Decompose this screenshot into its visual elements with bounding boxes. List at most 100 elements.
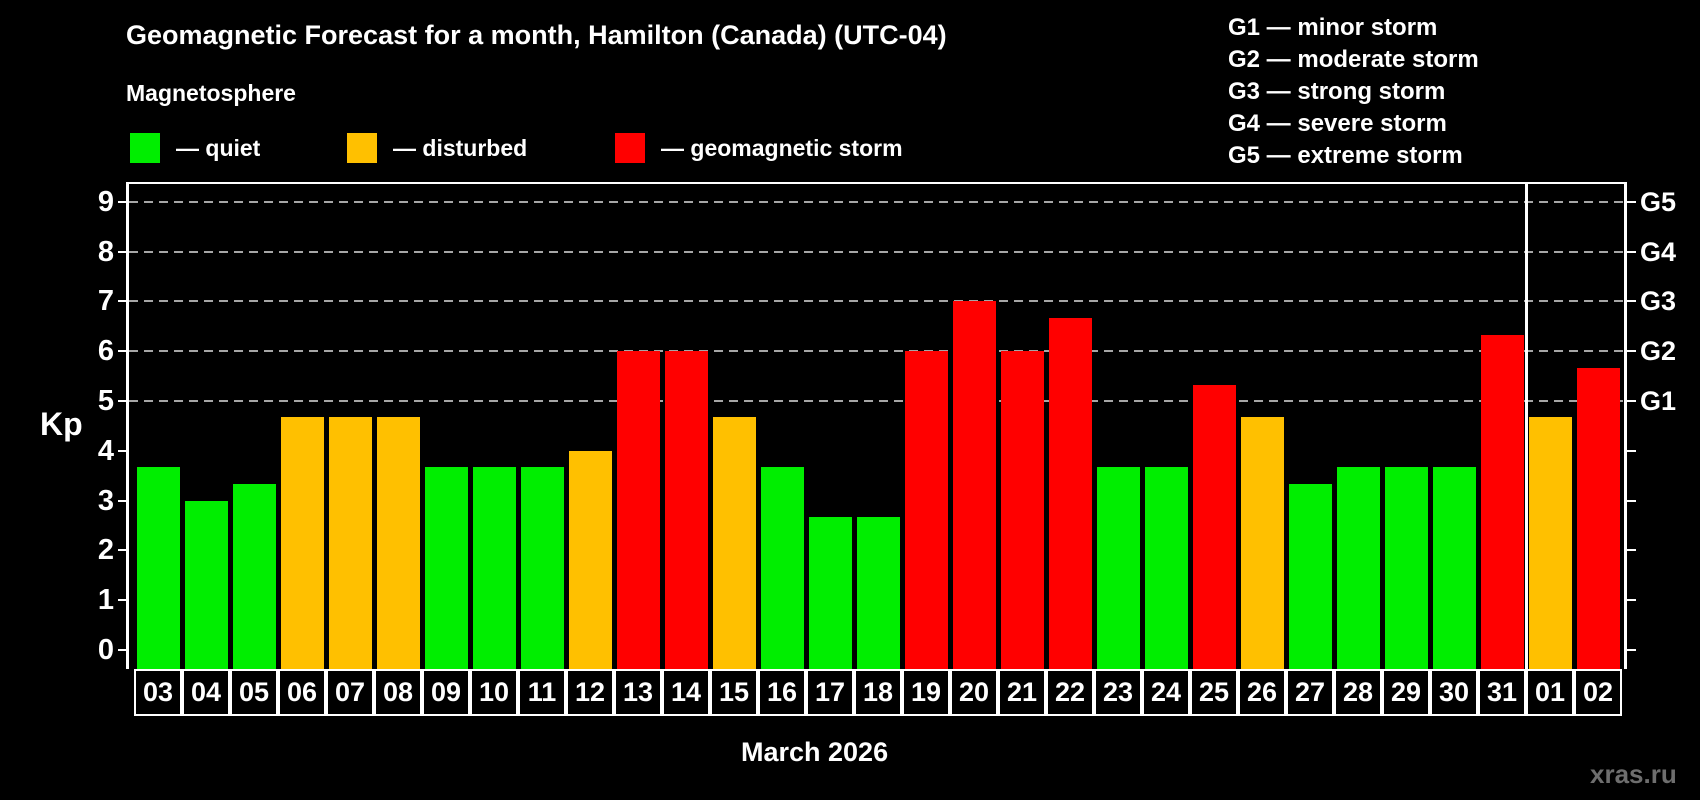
kp-bar-18	[857, 517, 900, 669]
y-tick-left-2	[118, 549, 126, 552]
day-label-13: 13	[614, 669, 662, 716]
legend-label-storm: — geomagnetic storm	[661, 135, 903, 161]
day-label-04: 04	[182, 669, 230, 716]
g3-legend-line: G3 — strong storm	[1228, 78, 1446, 105]
kp-bar-21	[1001, 351, 1044, 669]
day-label-25: 25	[1190, 669, 1238, 716]
y-tick-right-7	[1627, 300, 1636, 303]
gridline-kp-5	[129, 400, 1624, 402]
y-tick-label-0: 0	[97, 634, 114, 666]
gridline-kp-7	[129, 300, 1624, 303]
month-separator-line	[1525, 184, 1528, 669]
kp-bar-16	[761, 467, 804, 669]
kp-bar-14	[665, 351, 708, 669]
y-tick-label-8: 8	[97, 235, 114, 268]
y-tick-label-3: 3	[97, 484, 114, 517]
y-tick-label-1: 1	[97, 584, 114, 617]
y-tick-right-4	[1627, 449, 1636, 452]
gridline-kp-9	[129, 200, 1624, 203]
right-axis-label-g5: G5	[1640, 186, 1677, 217]
day-label-24: 24	[1142, 669, 1190, 716]
day-label-18: 18	[854, 669, 902, 716]
kp-bar-10	[473, 467, 516, 669]
kp-bar-15	[713, 417, 756, 669]
kp-bar-31	[1481, 334, 1524, 669]
y-tick-right-8	[1627, 250, 1636, 253]
x-axis-day-row: 03 04 05 06 07 08 09 10 11 12 13 14 15 16 17 18 19 20 21 22…	[129, 669, 1624, 716]
kp-bar-24	[1145, 467, 1188, 669]
kp-bar-22	[1049, 317, 1092, 669]
day-label-08: 08	[374, 669, 422, 716]
plot-area: 0 1 2 3 4 5 6 7 8 9 G1 G2 G3 G4 G5	[98, 182, 1676, 669]
y-tick-right-9	[1627, 200, 1636, 203]
right-axis-label-g2: G2	[1640, 336, 1677, 367]
day-label-30: 30	[1430, 669, 1478, 716]
day-label-26: 26	[1238, 669, 1286, 716]
kp-bar-17	[809, 517, 852, 669]
day-label-11: 11	[518, 669, 566, 716]
y-tick-right-2	[1627, 549, 1636, 552]
kp-bar-01	[1529, 417, 1572, 669]
y-tick-left-5	[118, 400, 126, 402]
right-axis-label-g1: G1	[1640, 386, 1677, 416]
y-tick-left-6	[118, 350, 126, 353]
kp-bar-28	[1337, 467, 1380, 669]
day-label-16: 16	[758, 669, 806, 716]
right-axis-label-g3: G3	[1640, 286, 1677, 317]
y-tick-label-4: 4	[97, 434, 114, 467]
y-tick-label-9: 9	[97, 185, 114, 218]
quiet-color-swatch	[130, 133, 160, 163]
day-label-23: 23	[1094, 669, 1142, 716]
day-label-02: 02	[1574, 669, 1622, 716]
kp-bar-08	[377, 417, 420, 669]
kp-bar-25	[1193, 384, 1236, 669]
y-tick-right-0	[1627, 649, 1636, 651]
g5-legend-line: G5 — extreme storm	[1228, 142, 1463, 169]
y-tick-left-1	[118, 599, 126, 602]
y-tick-label-6: 6	[97, 335, 114, 368]
day-label-12: 12	[566, 669, 614, 716]
y-tick-right-6	[1627, 350, 1636, 353]
legend-item-disturbed: — disturbed	[347, 133, 527, 163]
g1-legend-line: G1 — minor storm	[1228, 14, 1438, 41]
kp-bar-30	[1433, 467, 1476, 669]
day-label-29: 29	[1382, 669, 1430, 716]
kp-bar-19	[905, 351, 948, 669]
day-label-05: 05	[230, 669, 278, 716]
y-tick-label-7: 7	[97, 285, 114, 318]
legend-item-quiet: — quiet	[130, 133, 260, 163]
kp-bar-12	[569, 450, 612, 669]
y-tick-left-3	[118, 499, 126, 502]
legend-label-quiet: — quiet	[176, 135, 261, 161]
day-label-09: 09	[422, 669, 470, 716]
day-label-22: 22	[1046, 669, 1094, 716]
day-label-17: 17	[806, 669, 854, 716]
page-title: Geomagnetic Forecast for a month, Hamilt…	[126, 20, 947, 50]
kp-bar-20	[953, 301, 996, 669]
day-label-07: 07	[326, 669, 374, 716]
y-tick-left-7	[118, 300, 126, 303]
kp-bar-02	[1577, 367, 1620, 669]
y-tick-right-5	[1627, 400, 1636, 402]
y-tick-right-3	[1627, 499, 1636, 502]
disturbed-color-swatch	[347, 133, 377, 163]
kp-bar-06	[281, 417, 324, 669]
y-axis-label-kp: Kp	[40, 406, 83, 442]
watermark-text: xras.ru	[1590, 759, 1677, 789]
kp-bar-26	[1241, 417, 1284, 669]
kp-bar-07	[329, 417, 372, 669]
gridline-kp-6	[129, 350, 1624, 353]
day-label-03: 03	[134, 669, 182, 716]
day-label-06: 06	[278, 669, 326, 716]
y-tick-left-8	[118, 250, 126, 253]
g4-legend-line: G4 — severe storm	[1228, 110, 1447, 137]
day-label-27: 27	[1286, 669, 1334, 716]
kp-bar-13	[617, 351, 660, 669]
kp-bar-29	[1385, 467, 1428, 669]
day-label-20: 20	[950, 669, 998, 716]
day-label-14: 14	[662, 669, 710, 716]
day-label-21: 21	[998, 669, 1046, 716]
day-label-19: 19	[902, 669, 950, 716]
day-label-01: 01	[1526, 669, 1574, 716]
